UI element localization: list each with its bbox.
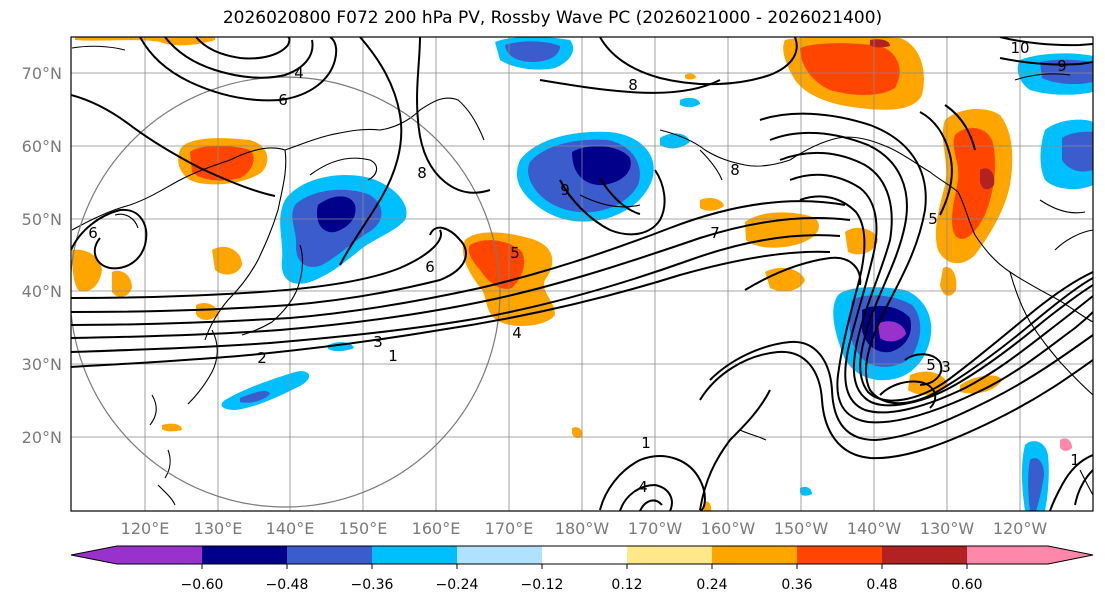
lon-label: 120°W [993, 519, 1048, 538]
colorbar: −0.60 −0.48 −0.36 −0.24 −0.12 0.12 0.24 … [70, 545, 1094, 593]
lat-label: 30°N [22, 355, 62, 374]
lon-label: 170°E [485, 519, 534, 538]
lon-label: 150°E [339, 519, 388, 538]
contour-label-group: 4 6 8 10 9 8 7 6 5 4 3 2 1 9 8 5 3 1 1 6 [88, 39, 1080, 496]
colorbar-outline [70, 545, 1094, 565]
lon-label: 130°W [920, 519, 975, 538]
lon-label: 120°E [121, 519, 170, 538]
colorbar-ticks [201, 564, 968, 569]
latitude-labels: 70°N 60°N 50°N 40°N 30°N 20°N [22, 64, 62, 447]
lat-label: 40°N [22, 282, 62, 301]
east-pacific-trough-contours [699, 104, 1093, 460]
lon-label: 130°E [194, 519, 243, 538]
colorbar-tick-label: −0.60 [181, 577, 224, 593]
reference-circle [71, 76, 501, 508]
contour-label: 8 [628, 76, 638, 94]
lon-label: 160°E [412, 519, 461, 538]
colorbar-bin [202, 546, 287, 564]
contour-label: 4 [638, 478, 648, 496]
colorbar-tick-label: −0.24 [436, 577, 479, 593]
contour-label: 9 [560, 181, 570, 199]
contour-label: 6 [88, 224, 98, 242]
colorbar-bin [372, 546, 457, 564]
contour-label: 5 [510, 244, 520, 262]
colorbar-tick-label: 0.12 [611, 577, 642, 593]
contour-label: 1 [641, 434, 651, 452]
colorbar-bin [967, 546, 1048, 564]
pv-contours [71, 37, 1093, 511]
lat-label: 60°N [22, 137, 62, 156]
colorbar-tick-label: 0.48 [866, 577, 897, 593]
contour-label: 5 [926, 356, 936, 374]
colorbar-bin [882, 546, 967, 564]
lon-label: 180°W [555, 519, 610, 538]
colorbar-tick-label: 0.60 [951, 577, 982, 593]
colorbar-tick-label: 0.36 [781, 577, 812, 593]
contour-label: 6 [425, 258, 435, 276]
coastlines [71, 45, 1093, 506]
contour-label: 10 [1010, 39, 1029, 57]
contour-label: 6 [278, 91, 288, 109]
colorbar-bin [627, 546, 712, 564]
colorbar-extend-high [1048, 546, 1093, 564]
colorbar-tick-label: −0.12 [521, 577, 564, 593]
contour-label: 8 [730, 161, 740, 179]
colorbar-bin [712, 546, 797, 564]
colorbar-extend-low [71, 546, 117, 564]
lon-label: 160°W [701, 519, 756, 538]
colorbar-bin [542, 546, 627, 564]
lat-label: 20°N [22, 428, 62, 447]
longitude-labels: 120°E 130°E 140°E 150°E 160°E 170°E 180°… [121, 519, 1048, 538]
contour-label: 4 [512, 324, 522, 342]
colorbar-bin [287, 546, 372, 564]
map-frame [70, 36, 1094, 512]
colorbar-tick-label: 0.24 [696, 577, 727, 593]
colorbar-bin [457, 546, 542, 564]
contour-label: 5 [928, 210, 938, 228]
contour-label: 2 [257, 349, 267, 367]
colorbar-tick-label: −0.48 [266, 577, 309, 593]
contour-label: 9 [1057, 57, 1067, 75]
colorbar-bin [117, 546, 202, 564]
lon-label: 140°E [266, 519, 315, 538]
contour-label: 7 [710, 224, 720, 242]
lon-label: 140°W [847, 519, 902, 538]
colorbar-tick-label: −0.36 [351, 577, 394, 593]
lon-label: 170°W [628, 519, 683, 538]
figure-title: 2026020800 F072 200 hPa PV, Rossby Wave … [222, 8, 883, 28]
lat-label: 50°N [22, 210, 62, 229]
contour-label: 8 [417, 164, 427, 182]
contour-label: 1 [388, 347, 398, 365]
contour-label: 4 [294, 64, 304, 82]
contour-label: 3 [941, 358, 951, 376]
lon-label: 150°W [774, 519, 829, 538]
contour-label: 3 [373, 333, 383, 351]
colorbar-bin [797, 546, 882, 564]
contour-label: 1 [1070, 451, 1080, 469]
lat-label: 70°N [22, 64, 62, 83]
colorbar-tick-labels: −0.60 −0.48 −0.36 −0.24 −0.12 0.12 0.24 … [181, 577, 983, 593]
